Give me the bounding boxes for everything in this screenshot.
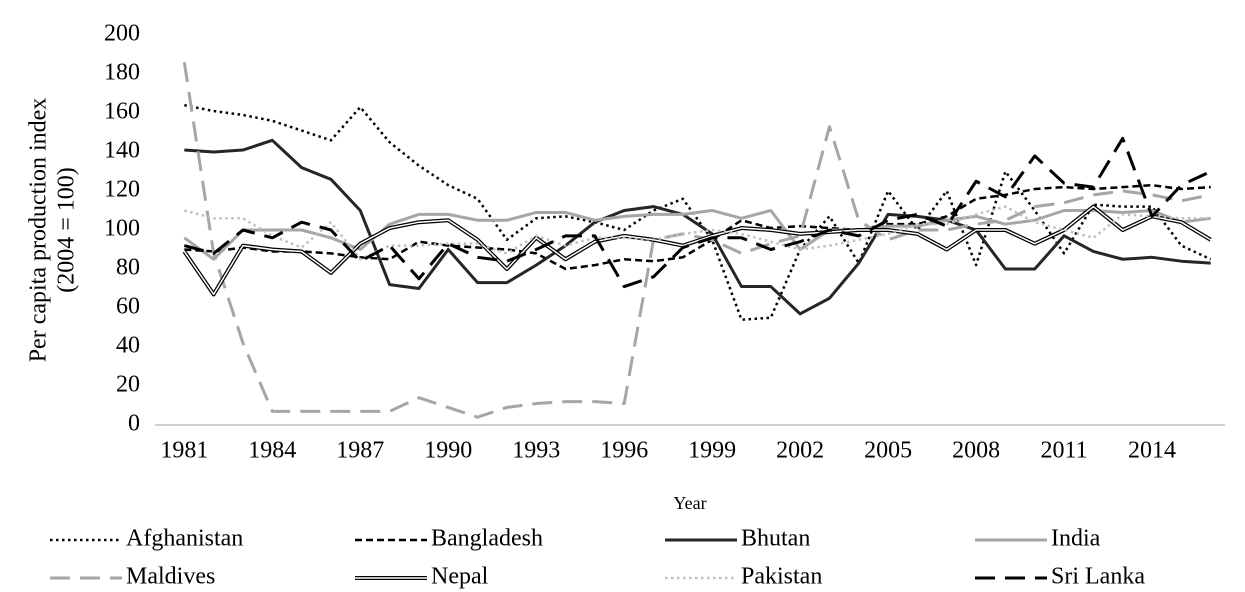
y-tick-label: 140: [104, 138, 140, 164]
legend-label: Maldives: [126, 564, 215, 590]
legend-label: Nepal: [431, 564, 489, 590]
x-tick-label: 2002: [776, 438, 824, 464]
y-tick-label: 0: [128, 411, 140, 437]
x-tick-label: 2011: [1040, 438, 1087, 464]
y-tick-label: 60: [116, 294, 140, 320]
y-axis-title: Per capita production index (2004 = 100): [26, 98, 80, 363]
x-tick-label: 1987: [336, 438, 384, 464]
y-tick-label: 100: [104, 216, 140, 242]
legend-label: Bangladesh: [431, 526, 543, 552]
x-tick-label: 1984: [248, 438, 296, 464]
legend-label: Sri Lanka: [1051, 564, 1145, 590]
series-line: [184, 138, 1211, 316]
y-tick-label: 80: [116, 255, 140, 281]
x-tick-label: 2005: [864, 438, 912, 464]
x-tick-label: 1981: [160, 438, 208, 464]
x-tick-label: 2014: [1128, 438, 1176, 464]
legend-label: Pakistan: [741, 564, 822, 590]
y-tick-label: 120: [104, 177, 140, 203]
y-tick-label: 160: [104, 99, 140, 125]
series-line: [183, 136, 1212, 289]
x-axis-title: Year: [673, 493, 706, 513]
y-tick-label: 180: [104, 60, 140, 86]
legend-label: India: [1051, 526, 1101, 552]
x-tick-label: 1993: [512, 438, 560, 464]
legend-label: Afghanistan: [126, 526, 243, 552]
y-tick-label: 200: [104, 21, 140, 47]
series-line: [182, 62, 1211, 419]
y-axis-title-line: (2004 = 100): [54, 167, 80, 293]
x-tick-label: 2008: [952, 438, 1000, 464]
x-tick-label: 1996: [600, 438, 648, 464]
y-axis-title-line: Per capita production index: [26, 98, 52, 363]
y-tick-label: 40: [116, 333, 140, 359]
x-tick-label: 1999: [688, 438, 736, 464]
series-line-inner: [183, 205, 1212, 296]
x-tick-label: 1990: [424, 438, 472, 464]
legend-label: Bhutan: [741, 526, 810, 552]
y-tick-label: 20: [116, 372, 140, 398]
